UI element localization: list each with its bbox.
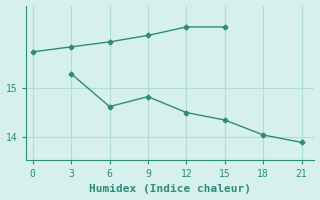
X-axis label: Humidex (Indice chaleur): Humidex (Indice chaleur) [89,184,252,194]
